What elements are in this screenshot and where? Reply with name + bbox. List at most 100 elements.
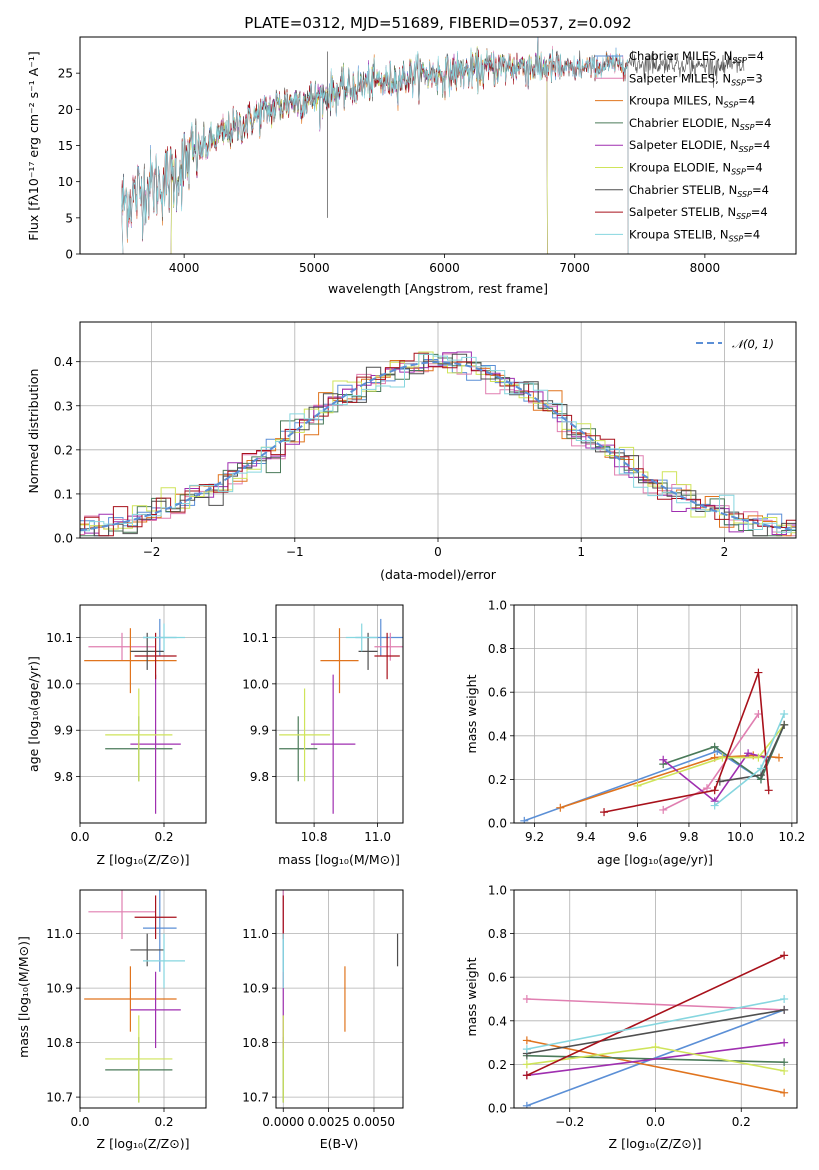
axes-residuals: −2 −1 0 1 2 0.0 0.1 0.2 0.3 0.4 — [54, 321, 797, 559]
residual-legend-label: 𝒩(0, 1) — [732, 337, 774, 351]
weight-marker-kroupa-elodie — [780, 1066, 789, 1075]
weight-marker-kroupa-stelib — [522, 1045, 531, 1054]
tick-label-y: 0.2 — [488, 773, 507, 787]
tick-label-x: 11.0 — [364, 830, 391, 844]
tick-label-x: 0.0050 — [353, 1115, 395, 1129]
tick-label-y: 9.9 — [54, 724, 73, 738]
spectrum-xlabel: wavelength [Angstrom, rest frame] — [328, 281, 548, 296]
tick-label-y: 0.6 — [488, 686, 507, 700]
axes-frame — [79, 604, 207, 824]
weight-marker-salpeter-stelib — [522, 1071, 531, 1080]
tick-label-y: 9.8 — [250, 770, 269, 784]
axes-frame — [275, 604, 404, 824]
tick-label-x: 5000 — [299, 261, 330, 275]
weightZ-ylabel: mass weight — [464, 957, 479, 1036]
tick-label-y: 10.9 — [46, 982, 73, 996]
tick-label-y: 10.7 — [46, 1091, 73, 1105]
tick-label-x: 9.8 — [679, 830, 698, 844]
tick-label-x: 6000 — [429, 261, 460, 275]
weight-marker-chabrier-elodie — [710, 742, 719, 751]
tick-label-y: 10 — [58, 175, 73, 189]
weight-line-chabrier-elodie — [662, 724, 785, 781]
tick-label-y: 0.2 — [488, 1058, 507, 1072]
tick-label-x: 9.4 — [576, 830, 595, 844]
weight-marker-kroupa-miles — [556, 803, 565, 812]
weight-marker-salpeter-elodie — [780, 1038, 789, 1047]
tick-label-x: 4000 — [169, 261, 200, 275]
histogram-chabrier-stelib — [80, 353, 796, 537]
weight-marker-chabrier-elodie — [780, 1058, 789, 1067]
plot-area-age-vs-Z — [84, 618, 185, 814]
tick-label-x: 0.2 — [732, 1115, 751, 1129]
legend-label: Kroupa ELODIE, NSSP=4 — [629, 161, 763, 177]
tick-label-y: 9.9 — [250, 724, 269, 738]
weight-marker-salpeter-stelib — [600, 808, 609, 817]
legend-label: Kroupa STELIB, NSSP=4 — [629, 227, 760, 243]
axes-frame — [79, 321, 797, 539]
tick-label-x: 2 — [721, 545, 729, 559]
plot-area-age-vs-mass — [279, 618, 403, 814]
legend-label: Chabrier MILES, NSSP=4 — [629, 49, 764, 65]
massEBV-xlabel: E(B-V) — [320, 1136, 359, 1151]
tick-label-y: 5 — [65, 211, 73, 225]
plot-area-spectrum — [121, 37, 745, 254]
tick-label-y: 20 — [58, 103, 73, 117]
histogram-kroupa-stelib — [80, 353, 796, 533]
plot-area-weight-vs-age — [520, 668, 789, 823]
tick-label-y: 10.1 — [242, 631, 269, 645]
axes-spectrum: 4000 5000 6000 7000 8000 0 5 10 15 20 25 — [58, 36, 797, 275]
tick-label-x: 8000 — [690, 261, 721, 275]
weight-marker-salpeter-stelib — [780, 951, 789, 960]
weight-marker-kroupa-elodie — [651, 1042, 660, 1051]
tick-label-y: 0.4 — [488, 729, 507, 743]
legend-label: Chabrier ELODIE, NSSP=4 — [629, 116, 771, 132]
tick-label-x: 9.2 — [525, 830, 544, 844]
tick-label-y: 0.4 — [488, 1014, 507, 1028]
tick-label-y: 10.0 — [242, 677, 269, 691]
weight-marker-kroupa-stelib — [780, 710, 789, 718]
ageZ-ylabel: age [log₁₀(age/yr)] — [26, 656, 41, 772]
weight-marker-kroupa-miles — [522, 1036, 531, 1045]
tick-label-x: 0.2 — [154, 1115, 173, 1129]
weight-marker-kroupa-elodie — [522, 1060, 531, 1069]
spectrum-legend: Chabrier MILES, NSSP=4 Salpeter MILES, NS… — [595, 49, 771, 243]
weight-marker-kroupa-stelib — [756, 764, 765, 773]
weight-marker-chabrier-stelib — [780, 1005, 789, 1014]
tick-label-x: 0.0 — [646, 1115, 665, 1129]
legend-label: Salpeter MILES, NSSP=3 — [629, 71, 763, 87]
axes-age-vs-Z: 0.0 0.2 9.8 9.9 10.0 10.1 — [46, 604, 207, 844]
tick-label-x: 9.6 — [628, 830, 647, 844]
weight-marker-kroupa-miles — [780, 1088, 789, 1097]
massZ-ylabel: mass [log₁₀(M/M⊙)] — [16, 936, 31, 1058]
weight-marker-salpeter-elodie — [744, 749, 753, 758]
weight-marker-kroupa-stelib — [780, 995, 789, 1003]
tick-label-y: 11.0 — [242, 927, 269, 941]
weight-line-salpeter-stelib — [526, 954, 785, 1077]
weight-marker-kroupa-elodie — [633, 781, 642, 790]
weight-line-kroupa-elodie — [637, 724, 785, 787]
tick-label-x: 0.0025 — [308, 1115, 350, 1129]
weightAge-ylabel: mass weight — [464, 674, 479, 753]
weight-marker-chabrier-miles — [522, 1101, 531, 1108]
tick-label-x: −2 — [143, 545, 161, 559]
weight-marker-salpeter-miles — [702, 784, 711, 793]
tick-label-y: 15 — [58, 139, 73, 153]
tick-label-y: 10.1 — [46, 631, 73, 645]
tick-label-x: 7000 — [559, 261, 590, 275]
residuals-xlabel: (data-model)/error — [380, 567, 497, 582]
weight-marker-kroupa-stelib — [710, 801, 719, 810]
tick-label-y: 0.8 — [488, 927, 507, 941]
tick-label-y: 0 — [65, 248, 73, 262]
weight-marker-kroupa-elodie — [754, 753, 763, 762]
tick-label-y: 0.0 — [488, 817, 507, 831]
legend-label: Salpeter STELIB, NSSP=4 — [629, 205, 768, 221]
plot-area-mass-vs-EBV — [282, 890, 399, 1103]
axes-mass-vs-EBV: 0.0000 0.0025 0.0050 10.7 10.8 10.9 11.0 — [242, 889, 404, 1129]
tick-label-y: 11.0 — [46, 927, 73, 941]
massZ-xlabel: Z [log₁₀(Z/Z⊙)] — [97, 1136, 190, 1151]
tick-label-y: 0.1 — [54, 487, 73, 501]
tick-label-x: −0.2 — [555, 1115, 584, 1129]
weightZ-xlabel: Z [log₁₀(Z/Z⊙)] — [609, 1136, 702, 1151]
weightAge-xlabel: age [log₁₀(age/yr)] — [597, 852, 713, 867]
axes-mass-vs-Z: 0.0 0.2 10.7 10.8 10.9 11.0 — [46, 889, 207, 1129]
